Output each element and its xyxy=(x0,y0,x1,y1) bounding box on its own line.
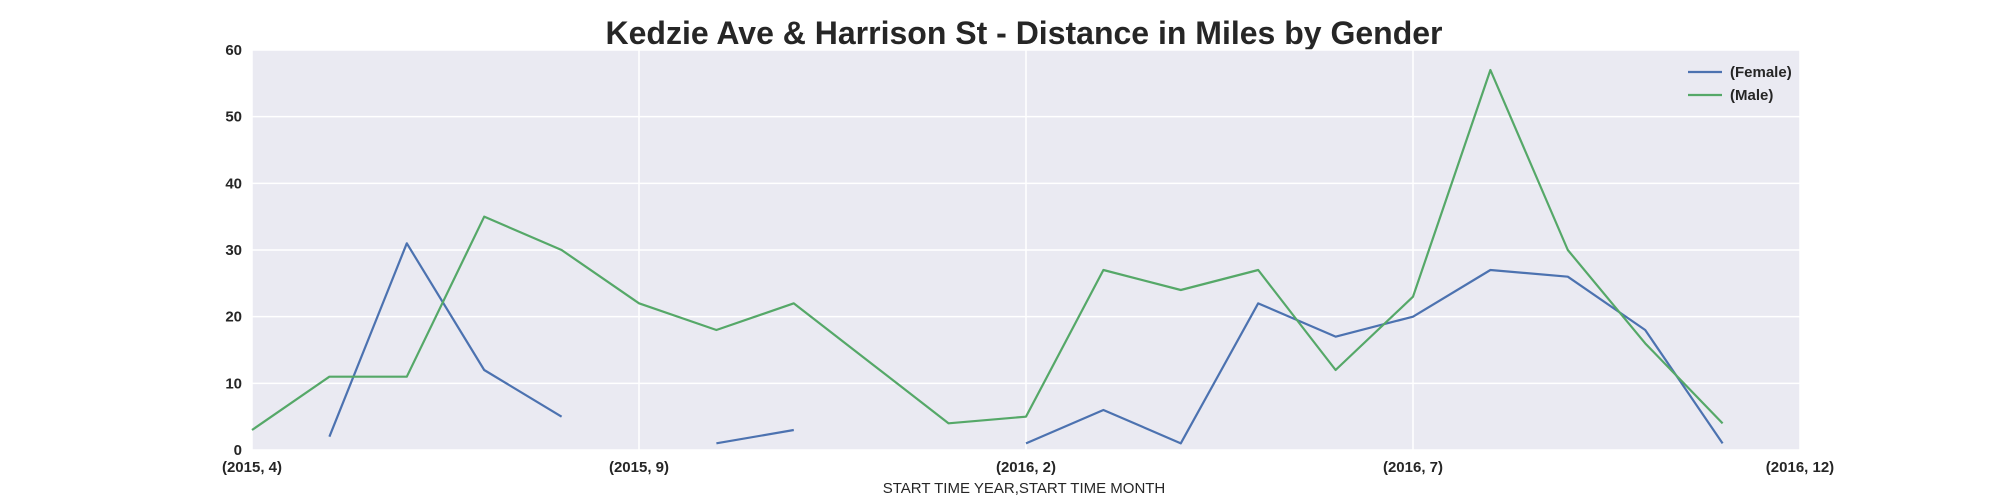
x-axis-label: START TIME YEAR,START TIME MONTH xyxy=(883,480,1166,497)
series-line-segment xyxy=(716,428,794,445)
legend-label: (Male) xyxy=(1730,87,1773,104)
legend: (Female) (Male) xyxy=(1688,64,1792,104)
y-tick-label: 60 xyxy=(225,42,242,59)
x-tick-label: (2016, 12) xyxy=(1766,459,1834,476)
grid-lines xyxy=(251,49,1801,451)
x-tick-label: (2015, 4) xyxy=(222,459,282,476)
y-tick-label: 10 xyxy=(225,375,242,392)
y-tick-label: 0 xyxy=(234,442,242,459)
y-tick-label: 30 xyxy=(225,242,242,259)
series-1 xyxy=(251,68,1724,431)
y-axis-ticks: 0 10 20 30 40 50 60 xyxy=(225,42,242,459)
series-line-segment xyxy=(1025,268,1724,445)
series-0 xyxy=(328,242,1724,445)
legend-label: (Female) xyxy=(1730,64,1792,81)
series-line-segment xyxy=(328,242,563,438)
y-tick-label: 50 xyxy=(225,109,242,126)
chart-title: Kedzie Ave & Harrison St - Distance in M… xyxy=(606,15,1443,51)
x-tick-label: (2016, 2) xyxy=(996,459,1056,476)
y-tick-label: 40 xyxy=(225,175,242,192)
x-tick-label: (2016, 7) xyxy=(1383,459,1443,476)
x-axis-ticks: (2015, 4) (2015, 9) (2016, 2) (2016, 7) (201… xyxy=(222,459,1834,476)
series-line-segment xyxy=(251,68,1724,431)
y-tick-label: 20 xyxy=(225,309,242,326)
series-lines xyxy=(251,68,1724,445)
x-tick-label: (2015, 9) xyxy=(609,459,669,476)
